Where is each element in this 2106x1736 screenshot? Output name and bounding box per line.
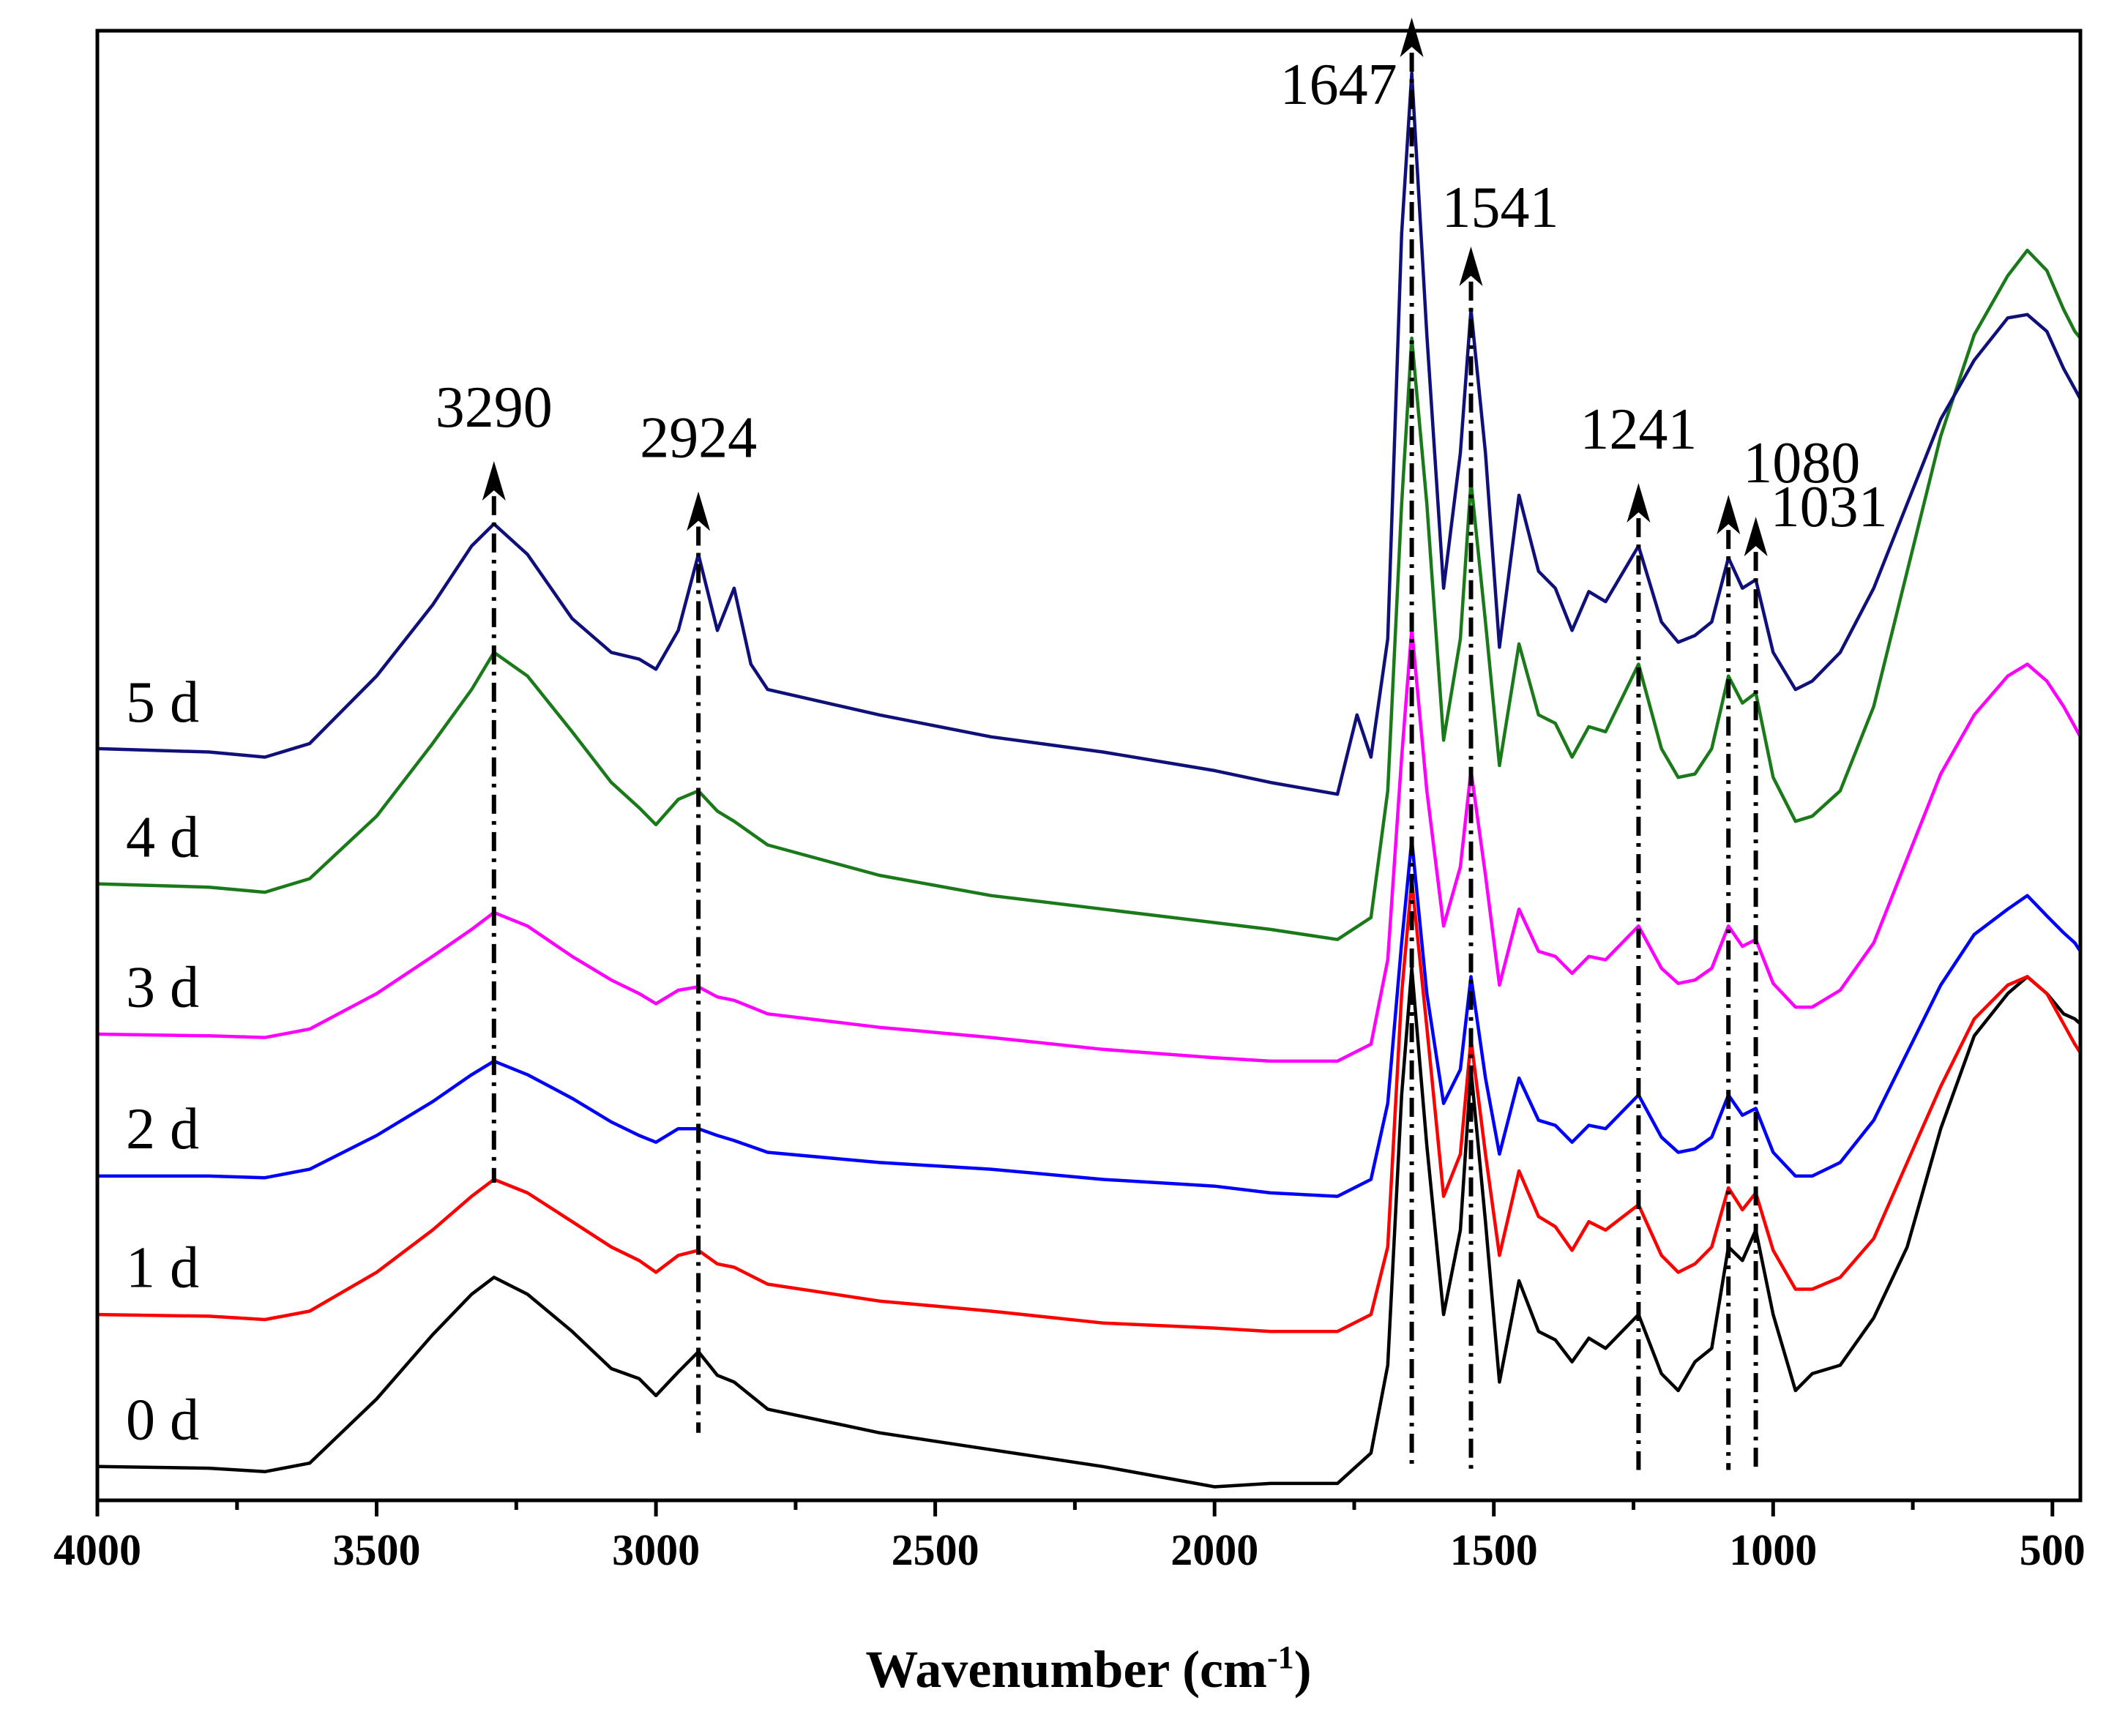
peak-arrow-1647	[1400, 18, 1424, 57]
peak-label-3290: 3290	[436, 375, 553, 440]
x-tick-label-3500: 3500	[333, 1526, 421, 1574]
x-tick-label-2000: 2000	[1170, 1526, 1258, 1574]
series-line-4d	[95, 248, 2083, 941]
series-label-3d: 3 d	[126, 956, 199, 1020]
peak-label-1647: 1647	[1280, 53, 1397, 117]
x-axis-title-main: Wavenumber (cm	[865, 1640, 1267, 1699]
series-labels: 0 d 1 d 2 d 3 d 4 d 5 d	[126, 670, 199, 1452]
series-label-1d: 1 d	[126, 1236, 199, 1301]
spectra-layer	[95, 71, 2083, 1489]
peak-label-1541: 1541	[1442, 176, 1559, 240]
peak-arrow-1080	[1717, 495, 1741, 535]
peak-label-1080: 1080	[1743, 431, 1860, 495]
x-axis-title-exponent: -1	[1267, 1639, 1294, 1675]
peak-label-1031: 1031	[1771, 475, 1888, 539]
x-tick-label-1500: 1500	[1450, 1526, 1538, 1574]
peak-arrow-1241	[1627, 482, 1651, 523]
series-line-5d	[95, 71, 2083, 796]
x-tick-label-1000: 1000	[1729, 1526, 1817, 1574]
series-line-2d	[95, 838, 2083, 1198]
series-label-0d: 0 d	[126, 1388, 199, 1452]
peak-label-2924: 2924	[640, 406, 757, 471]
x-axis-title-close: )	[1294, 1640, 1312, 1699]
peak-arrow-3290	[482, 460, 506, 501]
x-axis-title: Wavenumber (cm-1)	[865, 1639, 1311, 1699]
x-tick-label-500: 500	[2020, 1526, 2086, 1574]
series-label-4d: 4 d	[126, 806, 199, 870]
plot-frame	[95, 29, 2083, 1503]
x-tick-label-2500: 2500	[892, 1526, 979, 1574]
series-line-0d	[95, 966, 2083, 1489]
series-line-1d	[95, 878, 2083, 1333]
peak-arrow-1541	[1459, 246, 1483, 286]
x-tick-label-4000: 4000	[53, 1526, 141, 1574]
x-axis-ticks: 4000 3500 3000 2500 2000 1500 1000 500	[53, 1500, 2086, 1574]
series-label-5d: 5 d	[126, 670, 199, 735]
x-tick-label-3000: 3000	[612, 1526, 700, 1574]
series-label-2d: 2 d	[126, 1097, 199, 1161]
peak-label-1241: 1241	[1580, 397, 1697, 462]
series-line-3d	[95, 626, 2083, 1063]
peak-arrow-1031	[1744, 517, 1768, 557]
peak-arrow-2924	[687, 491, 711, 531]
